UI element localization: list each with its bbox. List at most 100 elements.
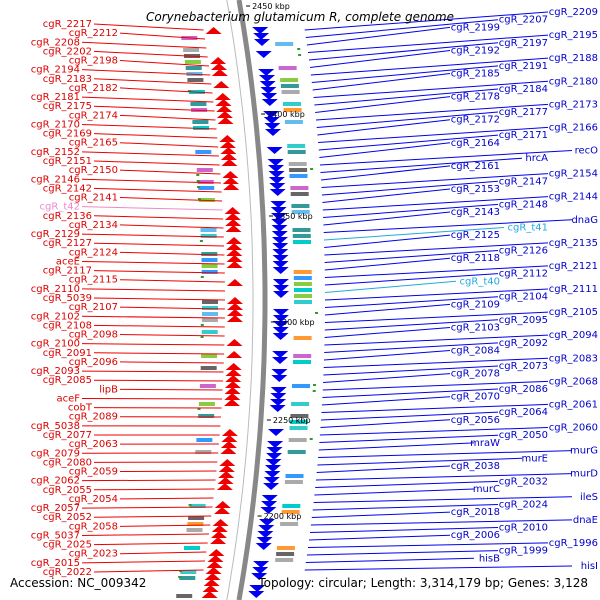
feature-block (189, 504, 206, 508)
forward-gene-mark (226, 351, 243, 358)
right-gene-label: cgR_2173 (549, 99, 598, 110)
feature-block (195, 150, 212, 154)
left-label-connector (93, 352, 225, 355)
left-label-connector (119, 169, 221, 175)
feature-block (293, 240, 311, 244)
forward-gene-mark (214, 501, 231, 508)
right-gene-label: cgR_2197 (499, 38, 548, 49)
feature-block (290, 186, 309, 190)
right-label-connector (313, 80, 549, 98)
reverse-gene-mark (258, 525, 275, 532)
right-gene-label: dnaG (571, 215, 598, 226)
reverse-gene-mark (272, 327, 289, 334)
right-label-connector (308, 534, 451, 541)
right-label-connector (324, 334, 549, 346)
left-gene-label: cgR_2152 (31, 147, 80, 158)
left-label-connector (81, 206, 223, 211)
left-gene-label: lipB (99, 384, 118, 395)
right-gene-label: cgR_2118 (451, 253, 500, 264)
right-gene-label: cgR_2095 (499, 315, 548, 326)
feature-block (281, 510, 300, 514)
forward-gene-mark (206, 561, 223, 568)
left-gene-label: cgR_2194 (31, 65, 80, 76)
left-label-connector (81, 397, 223, 400)
left-label-connector (93, 379, 224, 382)
right-label-connector (324, 288, 549, 301)
feature-block (294, 300, 312, 304)
forward-gene-mark (221, 159, 238, 166)
feature-block (176, 594, 193, 598)
right-gene-label: cgR_2148 (499, 199, 548, 210)
left-gene-label: cgR_2102 (31, 311, 80, 322)
forward-gene-mark (224, 399, 240, 406)
right-gene-label: hrcA (525, 153, 548, 164)
feature-block (292, 228, 311, 232)
forward-gene-mark (217, 117, 234, 124)
reverse-gene-mark (272, 351, 289, 358)
forward-gene-mark (207, 555, 224, 562)
feature-block (187, 522, 204, 526)
left-gene-label: cgR_5039 (43, 293, 92, 304)
feature-block (289, 426, 308, 430)
right-label-connector (324, 342, 499, 353)
left-gene-label: aceE (56, 256, 80, 267)
right-gene-label: cgR_2192 (451, 45, 500, 56)
left-label-connector (93, 105, 215, 112)
forward-gene-mark (225, 219, 242, 226)
left-gene-label: cgR_5037 (31, 530, 80, 541)
left-gene-label: cgR_2169 (43, 129, 92, 140)
reverse-gene-mark (263, 483, 280, 490)
right-gene-label: cgR_2038 (451, 461, 500, 472)
right-label-connector (315, 480, 499, 488)
right-gene-label: cgR_2191 (499, 61, 548, 72)
feature-block (287, 450, 306, 454)
right-label-connector (319, 142, 451, 158)
right-label-connector (317, 119, 451, 136)
left-gene-label: cgR_t42 (40, 202, 80, 213)
left-gene-label: cgR_2058 (69, 521, 118, 532)
feature-block (179, 576, 196, 580)
forward-gene-mark (208, 549, 225, 556)
reverse-gene-mark (270, 201, 287, 208)
left-label-connector (81, 151, 219, 157)
feature-block (275, 558, 294, 562)
reverse-gene-mark (253, 561, 270, 568)
feature-block (196, 438, 213, 442)
kbp-tick-label: 2400 kbp (267, 110, 305, 119)
forward-gene-mark (220, 153, 237, 160)
right-label-connector (324, 311, 549, 323)
left-gene-label: cgR_2208 (31, 37, 80, 48)
right-label-connector (312, 503, 499, 511)
feature-block (202, 312, 218, 316)
feature-block (188, 516, 205, 520)
left-label-connector (93, 569, 204, 573)
reverse-gene-mark (270, 399, 286, 406)
left-label-connector (119, 306, 226, 310)
reverse-gene-mark (252, 27, 269, 34)
left-gene-label: cgR_2182 (69, 83, 118, 94)
left-gene-label: cgR_5038 (31, 421, 80, 432)
forward-gene-mark (211, 531, 227, 538)
right-label-connector (324, 257, 451, 271)
right-gene-label: murG (570, 446, 598, 457)
feature-block (190, 102, 207, 106)
right-label-connector (323, 357, 549, 368)
left-gene-label: cgR_2174 (69, 110, 118, 121)
feature-block (290, 420, 308, 424)
feature-dot (197, 198, 201, 200)
left-gene-label: cgR_2059 (69, 467, 118, 478)
left-label-connector (119, 32, 206, 40)
forward-gene-mark (211, 525, 228, 532)
right-gene-label: cgR_2178 (451, 92, 500, 103)
feature-block (184, 546, 200, 550)
reverse-gene-mark (271, 375, 288, 382)
reverse-gene-mark (254, 39, 270, 46)
left-label-connector (93, 488, 215, 491)
right-gene-label: cgR_2103 (451, 322, 500, 333)
kbp-tick-label: 2250 kbp (273, 416, 311, 425)
feature-dot (297, 48, 301, 50)
right-label-connector (310, 519, 573, 526)
left-label-connector (119, 524, 211, 527)
left-gene-label: cgR_2091 (43, 348, 92, 359)
feature-dot (197, 408, 201, 410)
